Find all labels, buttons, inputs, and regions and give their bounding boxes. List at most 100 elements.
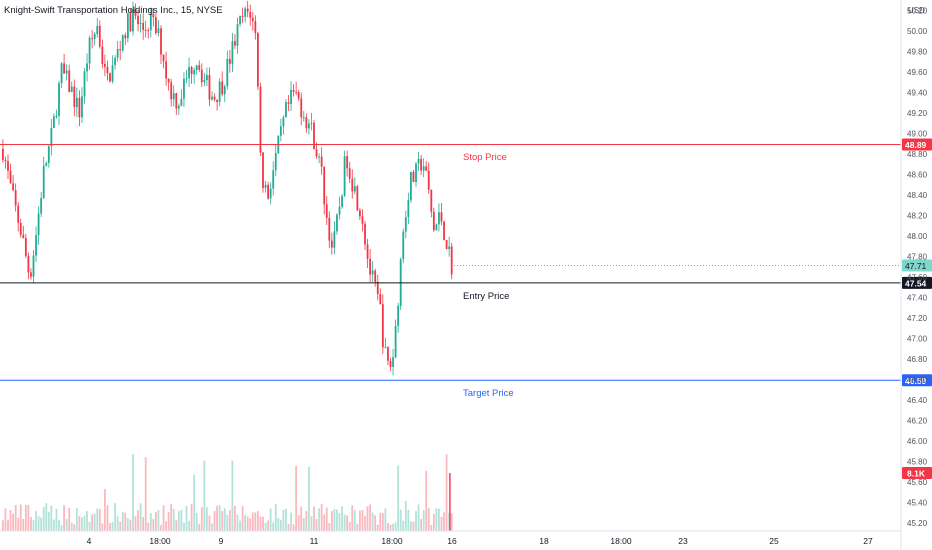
volume-bar [353,510,356,531]
volume-bar [313,506,315,531]
candle-body [170,82,173,100]
candle-body [88,37,91,64]
candle-body [397,305,400,327]
volume-bar [285,508,287,531]
candle-body [394,326,397,358]
candle-body [308,123,310,129]
candle-body [45,162,48,166]
candle-body [231,41,234,64]
candle-body [104,63,106,67]
candle-body [392,357,394,367]
candle-body [14,190,17,206]
volume-bar [75,508,78,531]
candle-body [91,37,94,39]
volume-badge [902,467,932,479]
volume-bar [88,522,91,531]
volume-bar [269,508,272,531]
y-tick-label: 50.00 [907,27,928,36]
x-tick-label: 18:00 [381,536,403,546]
candle-body [412,172,415,183]
volume-bar [60,524,63,531]
y-tick-label: 45.20 [907,519,928,528]
entry-price-label: Entry Price [463,290,510,302]
candle-body [295,91,298,93]
y-tick-label: 45.80 [907,457,928,466]
last-price-badge [902,259,932,272]
candle-body [417,158,420,164]
volume-bar [402,520,405,531]
volume-bar [257,511,259,531]
volume-bar [295,465,298,531]
x-tick-label: 25 [769,536,779,546]
volume-bar [137,510,139,531]
candle-body [440,212,443,222]
x-tick-label: 16 [447,536,457,546]
candle-body [78,97,81,118]
candle-body [366,244,369,259]
x-tick-label: 18:00 [610,536,632,546]
volume-bar [203,460,206,531]
candle-body [318,156,320,158]
volume-bar [132,454,134,531]
volume-bar [364,516,366,531]
candle-body [172,93,175,100]
volume-bar [147,522,150,531]
volume-bar [376,524,379,531]
volume-bar [78,516,81,531]
candle-body [384,347,387,349]
volume-bar [30,516,32,531]
y-tick-label: 49.40 [907,88,928,97]
candle-body [188,67,190,79]
volume-bar [101,523,104,531]
candle-body [162,54,165,62]
candle-body [287,102,290,104]
candle-body [81,96,83,118]
candle-body [361,216,364,224]
candle-body [376,281,379,295]
last-price-value: 47.71 [905,261,927,271]
price-lines: 48.89 47.54 46.59 47.71 8.1K [0,138,932,479]
candle-body [226,58,229,87]
volume-bar [126,518,129,531]
volume-bar [47,511,50,531]
volume-bar [160,524,162,531]
volume-bar [315,519,318,531]
volume-bar [320,504,323,531]
candle-body [415,163,417,183]
volume-bar [42,506,45,531]
volume-bar [17,517,20,531]
volume-bar [98,509,101,531]
volume-bar [144,457,147,531]
candle-body [269,188,272,199]
y-tick-label: 48.60 [907,170,928,179]
volume-bar [410,521,412,531]
y-tick-label: 46.20 [907,416,928,425]
volume-bar [27,504,30,531]
volume-bar [19,504,22,531]
candle-body [387,347,389,361]
volume-bar [450,513,453,531]
volume-bar [9,509,12,531]
volume-bar [338,512,341,531]
candle-body [50,128,53,147]
candle-body [175,93,178,109]
candle-body [328,217,331,241]
candle-body [420,158,422,171]
volume-bar [213,510,216,531]
candle-body [336,214,338,232]
volume-bar [359,510,361,531]
candle-body [155,17,157,34]
volume-bar [121,511,124,531]
candle-body [152,14,155,18]
volume-bar [142,517,145,531]
price-line-value: 48.89 [905,140,927,150]
candle-body [132,9,134,32]
volume-bar [152,519,155,531]
volume-bar [22,518,25,531]
candle-body [211,96,213,100]
volume-bar [282,509,285,531]
candle-body [282,117,285,127]
volume-bar [249,518,252,531]
y-tick-label: 47.40 [907,293,928,302]
